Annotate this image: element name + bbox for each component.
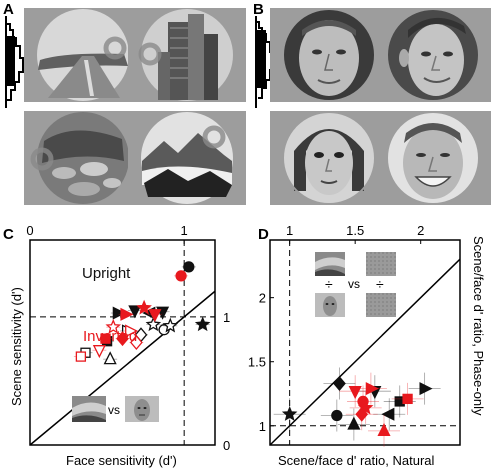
panel-c-point-inverted (120, 307, 134, 321)
panel-d-xlabel: Scene/face d' ratio, Natural (278, 453, 435, 468)
face-photo-man-smiling (374, 111, 491, 205)
panel-c-inset-scene (72, 396, 106, 422)
panel-c-ytick-label: 0 (223, 438, 230, 453)
panel-d-xtick-label: 1 (286, 223, 293, 238)
panel-d-xtick-label: 2 (417, 223, 424, 238)
panel-b-histogram (255, 16, 274, 108)
panel-d-ylabel: Scene/face d' ratio, Phase-only (471, 236, 486, 416)
panel-c-ylabel: Scene sensitivity (d') (9, 287, 24, 406)
panel-d-div-left: ÷ (325, 276, 333, 292)
scene-photo-stream (24, 111, 142, 205)
panel-c-point-upright (194, 316, 211, 332)
panel-c-point-inverted (148, 309, 162, 323)
panel-d-ytick-label: 1.5 (248, 355, 266, 370)
panel-c-point-upright (128, 305, 142, 319)
panel-c-point-inverted (116, 331, 129, 347)
panel-d-point-upright (347, 416, 361, 430)
panel-c-xtick-label: 1 (181, 223, 188, 238)
panel-d-plot-frame (269, 239, 461, 446)
panel-d-inset-phase-scene (366, 252, 396, 276)
panel-c-point-inverted (75, 351, 87, 362)
panel-d-inset-phase-face (366, 293, 396, 317)
panel-d-letter: D (258, 226, 269, 243)
panel-c-point-upright (103, 351, 117, 365)
panel-d-ytick-label: 1 (259, 419, 266, 434)
face-photo-man-2 (374, 8, 491, 102)
panel-c-point-upright (112, 306, 126, 320)
panel-c-label-upright: Upright (82, 265, 131, 282)
panel-d-identity-line (269, 258, 461, 446)
panel-c-point-inverted (100, 333, 111, 344)
panel-c-point-inverted (125, 324, 139, 338)
scene-photo-mountains (128, 111, 246, 205)
panel-a-histogram (5, 16, 24, 108)
panel-d-inset-scene (315, 252, 345, 276)
panel-d-point-inverted (377, 422, 391, 437)
panel-c-xtick-label: 0 (26, 223, 33, 238)
panel-c-letter: C (3, 226, 14, 243)
panel-c-plot-frame (29, 239, 216, 446)
panel-d-vs-label: vs (348, 277, 360, 291)
face-photo-man-1 (270, 8, 388, 102)
panel-c-point-upright (145, 316, 162, 332)
scene-photo-skyscrapers (128, 8, 246, 102)
panel-d-point-upright (381, 407, 395, 421)
panel-d-ytick-label: 2 (259, 291, 266, 306)
panel-c-point-inverted (175, 270, 187, 282)
face-photo-woman (270, 111, 388, 205)
panel-c-inset-face (125, 396, 159, 422)
panel-d-point-upright (281, 406, 298, 421)
panel-c-point-inverted (136, 299, 152, 315)
panel-c-ytick-label: 1 (223, 310, 230, 325)
panel-d-point-inverted (348, 386, 362, 400)
panel-d-point-upright (331, 409, 343, 422)
panel-c-point-inverted (105, 318, 122, 334)
panel-c-point-upright (183, 261, 195, 273)
panel-c-point-upright (162, 317, 179, 333)
scene-photo-road (24, 8, 142, 102)
panel-d-point-inverted (402, 393, 413, 405)
panel-d-div-right: ÷ (376, 276, 384, 292)
panel-b-letter: B (253, 1, 264, 18)
panel-c-scatter-chart: 0 1 0 1 (26, 223, 230, 453)
panel-a-letter: A (3, 1, 14, 18)
panel-c-label-inverted: Inverted (83, 328, 138, 345)
panel-d-point-upright (333, 375, 346, 392)
panel-c-point-inverted (92, 345, 106, 359)
panel-c-vs-label: vs (108, 403, 120, 417)
panel-d-point-inverted (355, 406, 369, 422)
panel-d-xtick-label: 1.5 (346, 223, 364, 238)
panel-d-point-upright (419, 382, 433, 396)
panel-d-point-inverted (365, 382, 379, 396)
panel-d-inset-face (315, 293, 345, 317)
panel-c-point-inverted (130, 334, 143, 351)
panel-c-xlabel: Face sensitivity (d') (66, 453, 177, 468)
panel-d-scatter-chart: 1 1.5 2 1 1.5 2 (248, 223, 461, 447)
